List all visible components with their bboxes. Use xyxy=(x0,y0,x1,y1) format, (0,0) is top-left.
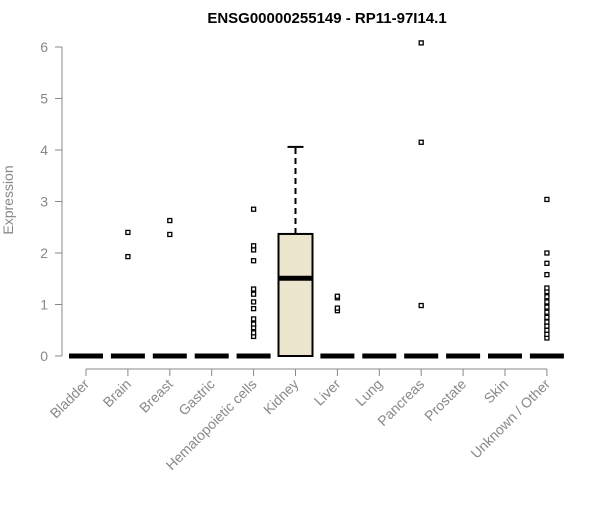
y-tick-label: 4 xyxy=(40,142,48,158)
x-tick-label: Breast xyxy=(136,376,176,416)
y-tick-label: 0 xyxy=(40,348,48,364)
outlier-point xyxy=(418,302,424,309)
outlier-point xyxy=(544,271,550,278)
box-iqr-rect xyxy=(277,232,314,358)
outlier-point xyxy=(544,327,550,333)
box-pancreas xyxy=(404,40,439,359)
outlier-point xyxy=(544,309,550,315)
outlier-point xyxy=(125,253,131,260)
outlier-point xyxy=(544,331,550,338)
outlier-point xyxy=(544,323,550,329)
x-tick-label: Lung xyxy=(352,376,385,409)
x-tick-label: Kidney xyxy=(260,376,302,418)
outlier-point xyxy=(250,286,257,292)
outlier-point xyxy=(250,247,257,253)
outlier-point xyxy=(418,40,424,46)
outlier-point xyxy=(544,250,550,256)
outlier-point xyxy=(250,305,257,312)
box-liver xyxy=(320,293,355,359)
x-tick-label: Liver xyxy=(311,376,344,409)
outlier-point xyxy=(544,294,550,300)
outlier-point xyxy=(250,330,257,336)
outlier-point xyxy=(544,260,550,266)
outlier-point xyxy=(250,258,257,264)
y-tick-label: 6 xyxy=(40,39,48,55)
outlier-point xyxy=(334,293,341,299)
y-axis: 0 1 2 3 4 5 6 xyxy=(40,39,63,364)
box-kidney xyxy=(277,145,314,358)
outlier-point xyxy=(250,321,257,327)
x-tick-label: Skin xyxy=(481,376,512,407)
outlier-point xyxy=(250,291,257,297)
outlier-point xyxy=(334,305,341,311)
outlier-point xyxy=(125,229,131,236)
outlier-point xyxy=(250,316,257,322)
outlier-point xyxy=(544,285,550,291)
box-breast xyxy=(152,217,187,359)
box-hematopoietic-cells xyxy=(236,206,271,359)
x-tick-label: Pancreas xyxy=(374,376,427,429)
outlier-point xyxy=(418,139,424,145)
x-tick-label: Unknown / Other xyxy=(467,376,553,462)
y-axis-label: Expression xyxy=(0,165,16,234)
y-tick-label: 5 xyxy=(40,91,48,107)
outlier-point xyxy=(544,319,550,325)
x-tick-label: Bladder xyxy=(47,376,93,422)
y-tick-label: 2 xyxy=(40,245,48,261)
y-tick-label: 3 xyxy=(40,194,48,210)
outlier-point xyxy=(167,231,173,238)
chart-title: ENSG00000255149 - RP11-97I14.1 xyxy=(207,10,446,27)
outlier-point xyxy=(250,206,257,212)
x-tick-label: Brain xyxy=(100,376,134,410)
outlier-point xyxy=(544,304,550,310)
box-brain xyxy=(110,229,145,359)
outlier-point xyxy=(250,299,257,305)
outlier-point xyxy=(544,196,550,203)
box-unknown-other xyxy=(529,196,564,359)
x-tick-label: Prostate xyxy=(421,376,469,424)
box-series xyxy=(69,40,564,359)
y-tick-label: 1 xyxy=(40,297,48,313)
outlier-point xyxy=(544,314,550,321)
outlier-point xyxy=(544,299,550,305)
outlier-point xyxy=(250,243,257,249)
outlier-point xyxy=(167,217,173,224)
